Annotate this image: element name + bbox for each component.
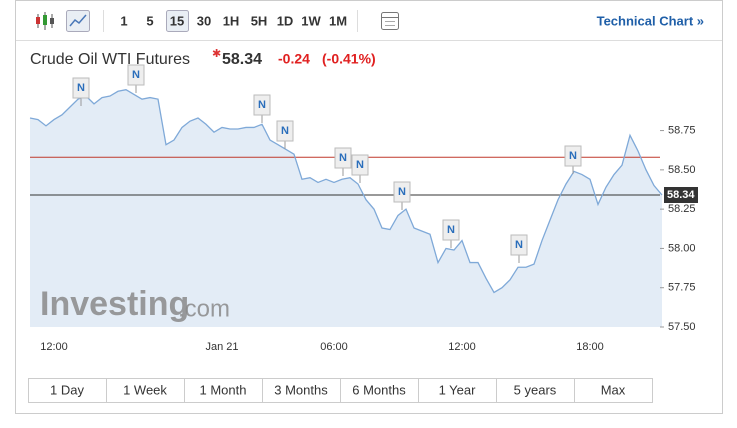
- range-button[interactable]: 1 Year: [418, 378, 497, 403]
- y-tick-label: 58.25: [668, 203, 696, 215]
- range-button-label: Max: [601, 382, 626, 397]
- settings-icon[interactable]: [381, 12, 399, 30]
- news-box: [351, 154, 369, 176]
- news-box: [253, 94, 271, 116]
- news-marker[interactable]: N: [564, 145, 582, 174]
- news-marker[interactable]: N: [442, 219, 460, 248]
- news-marker[interactable]: N: [72, 77, 90, 106]
- y-tick-label: 58.50: [668, 164, 696, 176]
- last-price: 58.34: [222, 51, 262, 68]
- watermark-domain: .com: [178, 295, 230, 322]
- news-label: N: [339, 152, 347, 164]
- news-box: [334, 147, 352, 169]
- news-marker[interactable]: N: [253, 94, 271, 123]
- interval-button[interactable]: 5: [146, 13, 153, 28]
- news-label: N: [356, 159, 364, 171]
- news-box: [442, 219, 460, 241]
- technical-chart-link[interactable]: Technical Chart »: [597, 13, 704, 28]
- line-icon[interactable]: [66, 10, 90, 32]
- price-tag-label: 58.34: [667, 189, 695, 201]
- news-box: [72, 77, 90, 99]
- range-button[interactable]: Max: [574, 378, 653, 403]
- range-button[interactable]: 1 Week: [106, 378, 185, 403]
- news-label: N: [569, 150, 577, 162]
- news-box: [127, 64, 145, 86]
- range-button-label: 1 Week: [123, 382, 167, 397]
- news-box: [393, 181, 411, 203]
- candle-icon[interactable]: [36, 12, 54, 30]
- y-tick-label: 58.75: [668, 124, 696, 136]
- watermark-brand: Investing: [40, 285, 189, 323]
- interval-button[interactable]: 1: [120, 13, 127, 28]
- news-marker[interactable]: N: [276, 120, 294, 149]
- news-label: N: [132, 69, 140, 81]
- interval-active: [166, 10, 189, 32]
- range-button-label: 1 Year: [439, 382, 477, 397]
- news-label: N: [258, 99, 266, 111]
- range-button-label: 6 Months: [352, 382, 406, 397]
- news-marker[interactable]: N: [393, 181, 411, 210]
- range-button-label: 5 years: [514, 382, 557, 397]
- range-button-box: [418, 378, 497, 403]
- range-button-box: [496, 378, 575, 403]
- range-button-box: [184, 378, 263, 403]
- price-change-percent: (-0.41%): [322, 51, 376, 67]
- price-change: -0.24: [278, 51, 310, 67]
- news-marker[interactable]: N: [127, 64, 145, 93]
- news-label: N: [77, 82, 85, 94]
- price-tag: [664, 187, 698, 203]
- news-label: N: [515, 239, 523, 251]
- range-button[interactable]: 1 Month: [184, 378, 263, 403]
- range-button[interactable]: 1 Day: [28, 378, 107, 403]
- news-box: [276, 120, 294, 142]
- y-tick-label: 58.00: [668, 242, 696, 254]
- news-box: [564, 145, 582, 167]
- status-star: ✱: [212, 48, 221, 60]
- interval-button[interactable]: 30: [197, 13, 211, 28]
- x-tick-label: 06:00: [320, 341, 348, 353]
- interval-button[interactable]: 1W: [301, 13, 321, 28]
- range-button-box: [574, 378, 653, 403]
- line-area: [30, 89, 662, 327]
- range-button-label: 3 Months: [274, 382, 328, 397]
- interval-button[interactable]: 5H: [251, 13, 268, 28]
- news-marker[interactable]: N: [510, 234, 528, 263]
- range-button[interactable]: 3 Months: [262, 378, 341, 403]
- price-line: [29, 89, 663, 294]
- news-label: N: [447, 224, 455, 236]
- range-button[interactable]: 6 Months: [340, 378, 419, 403]
- interval-button[interactable]: 15: [170, 13, 184, 28]
- news-label: N: [398, 186, 406, 198]
- range-button-label: 1 Month: [200, 382, 247, 397]
- y-tick-label: 57.50: [668, 321, 696, 333]
- interval-button[interactable]: 1H: [223, 13, 240, 28]
- range-button-box: [28, 378, 107, 403]
- news-label: N: [281, 125, 289, 137]
- x-tick-label: 12:00: [448, 341, 476, 353]
- x-tick-label: 18:00: [576, 341, 604, 353]
- range-button[interactable]: 5 years: [496, 378, 575, 403]
- news-box: [510, 234, 528, 256]
- instrument-title: Crude Oil WTI Futures: [30, 51, 190, 68]
- news-marker[interactable]: N: [334, 147, 352, 176]
- interval-button[interactable]: 1D: [277, 13, 294, 28]
- range-button-label: 1 Day: [50, 382, 84, 397]
- interval-button[interactable]: 1M: [329, 13, 347, 28]
- news-marker[interactable]: N: [351, 154, 369, 183]
- y-tick-label: 57.75: [668, 282, 696, 294]
- range-button-box: [340, 378, 419, 403]
- plot: 57.50 57.75 58.00 58.25 58.50 58.75 58.34 12:00…: [29, 64, 698, 353]
- x-tick-label: Jan 21: [205, 341, 238, 353]
- x-tick-label: 12:00: [40, 341, 68, 353]
